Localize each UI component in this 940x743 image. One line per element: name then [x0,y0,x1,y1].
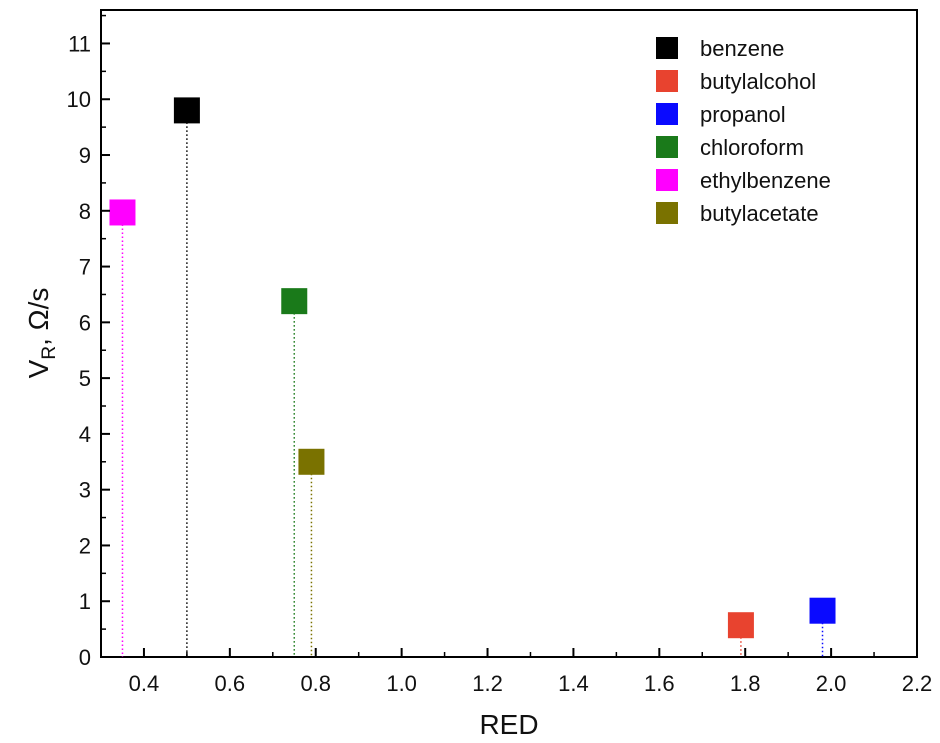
svg-text:VR, Ω/s: VR, Ω/s [23,288,60,379]
x-axis-ticks: 0.4 0.6 0.8 1.0 1.2 1.4 1.6 1.8 2.0 2.2 [129,648,933,696]
legend-label: butylacetate [700,201,819,226]
legend-swatch [656,70,678,92]
legend-swatch [656,202,678,224]
x-tick-label: 0.4 [129,671,160,696]
y-tick-label: 3 [79,478,91,503]
y-tick-label: 11 [68,31,91,56]
legend-label: butylalcohol [700,69,816,94]
y-axis-ticks: 0 1 2 3 4 5 6 7 8 9 10 11 [67,14,110,670]
x-tick-label: 1.0 [386,671,417,696]
y-tick-label: 8 [79,199,91,224]
x-tick-label: 2.2 [902,671,933,696]
legend-swatch [656,169,678,191]
y-tick-label: 1 [79,589,91,614]
x-tick-label: 0.6 [215,671,246,696]
x-tick-label: 1.4 [558,671,589,696]
legend-swatch [656,136,678,158]
legend-label: propanol [700,102,786,127]
y-axis-title-subscript: R [39,346,60,360]
x-tick-label: 1.8 [730,671,761,696]
legend-label: benzene [700,36,784,61]
y-tick-label: 5 [79,366,91,391]
plot-frame [100,9,918,658]
x-tick-label: 1.2 [472,671,503,696]
y-tick-label: 0 [79,645,91,670]
x-tick-label: 0.8 [300,671,331,696]
legend-swatch [656,37,678,59]
y-axis-title-rest: , Ω/s [23,288,54,346]
data-markers [109,97,836,639]
y-tick-label: 6 [79,310,91,335]
y-tick-label: 10 [67,87,91,112]
data-marker [173,97,200,124]
data-marker [727,612,754,639]
legend: benzene butylalcohol propanol chloroform eth… [656,36,831,226]
y-tick-label: 2 [79,533,91,558]
y-tick-label: 9 [79,143,91,168]
data-marker [109,199,136,226]
y-axis-title: VR, Ω/s [23,288,60,379]
x-tick-label: 2.0 [816,671,847,696]
x-axis-title: RED [479,709,538,740]
y-tick-label: 4 [79,422,91,447]
data-marker [298,448,325,475]
legend-label: chloroform [700,135,804,160]
y-tick-label: 7 [79,255,91,280]
legend-swatch [656,103,678,125]
legend-label: ethylbenzene [700,168,831,193]
y-axis-title-main: V [23,359,54,378]
data-marker [281,288,308,315]
x-tick-label: 1.6 [644,671,675,696]
data-marker [809,597,836,624]
